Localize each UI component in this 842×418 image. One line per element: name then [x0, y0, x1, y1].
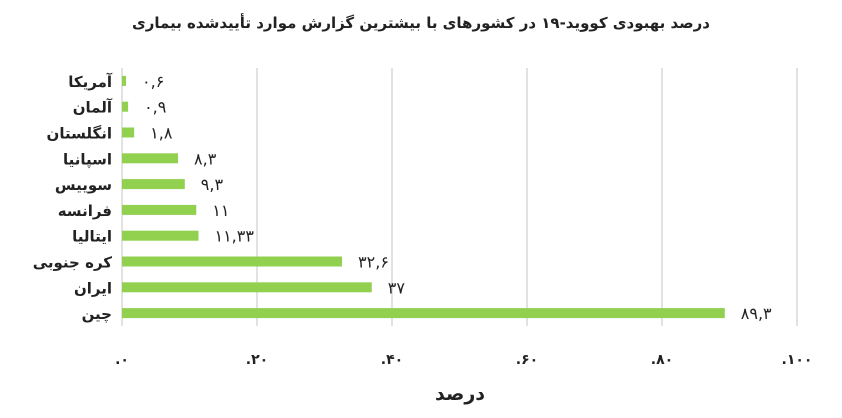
- chart-title: درصد بهبودی کووید-۱۹ در کشورهای با بیشتر…: [132, 13, 710, 32]
- category-label: آمریکا: [68, 73, 113, 91]
- bar: [122, 308, 725, 319]
- x-tick-labels: .۰ .۲۰ .۴۰ .۶۰ .۸۰ .۱۰۰: [115, 352, 812, 368]
- data-label: ۸۹,۳: [741, 304, 772, 323]
- x-tick-label: .۶۰: [516, 352, 538, 368]
- category-label: انگلستان: [47, 125, 112, 143]
- category-label: اسپانیا: [63, 150, 112, 169]
- bar: [122, 256, 343, 267]
- bar: [122, 153, 179, 164]
- category-label: چین: [82, 305, 112, 324]
- bar: [122, 127, 135, 138]
- data-label: ۰,۹: [144, 98, 166, 117]
- category-label: ایتالیا: [72, 228, 112, 246]
- data-label: ۱۱: [212, 201, 229, 220]
- bar: [122, 282, 372, 293]
- x-tick-label: .۱۰۰: [782, 352, 813, 368]
- bar: [122, 230, 199, 241]
- data-label: ۳۷: [388, 278, 406, 297]
- x-tick-label: .۲۰: [246, 352, 268, 368]
- category-label: فرانسه: [58, 202, 112, 220]
- category-label: سوییس: [55, 176, 112, 194]
- category-label: ایران: [74, 279, 112, 297]
- data-label: ۱۱,۳۳: [214, 227, 254, 246]
- bar: [122, 75, 127, 86]
- bar: [122, 179, 185, 190]
- bar: [122, 101, 129, 112]
- data-label: ۱,۸: [150, 124, 173, 143]
- category-label: کره جنوبی: [33, 254, 113, 272]
- data-label: ۹,۳: [201, 175, 224, 194]
- data-label: ۰,۶: [142, 72, 164, 91]
- x-tick-label: .۰: [115, 352, 129, 368]
- bars: آمریکا ۰,۶ آلمان ۰,۹ انگلستان ۱,۸ اسپانیا ۸,۳ سو…: [33, 72, 772, 324]
- category-label: آلمان: [73, 99, 113, 117]
- data-label: ۳۲,۶: [358, 253, 389, 272]
- x-tick-label: .۴۰: [381, 352, 403, 368]
- x-axis-title: درصد: [435, 383, 485, 405]
- data-label: ۸,۳: [194, 149, 217, 168]
- x-tick-label: .۸۰: [651, 352, 673, 368]
- bar: [122, 204, 197, 215]
